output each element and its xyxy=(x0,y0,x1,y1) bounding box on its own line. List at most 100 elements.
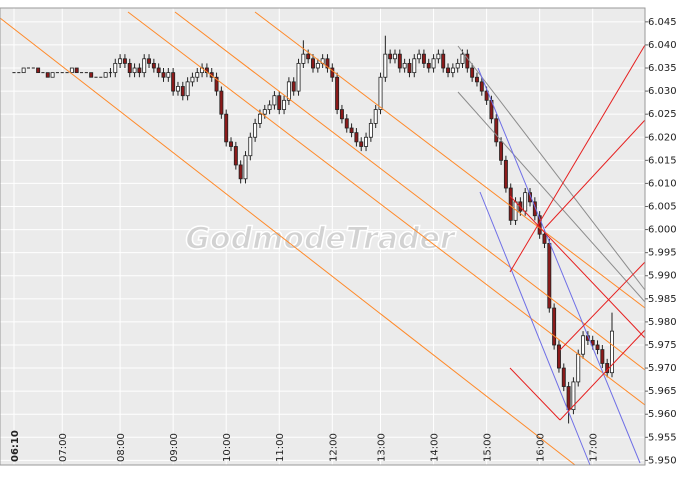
trend-line xyxy=(559,329,646,421)
candle-body xyxy=(354,132,359,143)
candle-body xyxy=(552,307,557,346)
candle-body xyxy=(475,76,479,83)
trend-line xyxy=(509,195,646,339)
y-tick-label: 5.955 xyxy=(648,432,677,443)
candle-body xyxy=(494,118,499,143)
candle-body xyxy=(233,146,238,166)
candle-body xyxy=(446,67,450,74)
candle-body xyxy=(214,76,219,92)
watermark: GodmodeTrader xyxy=(185,222,456,257)
candle-body xyxy=(69,67,74,74)
candle-body xyxy=(465,53,470,69)
candle-body xyxy=(373,109,378,124)
candle-body xyxy=(195,72,200,78)
y-tick-label: 6.035 xyxy=(648,63,677,74)
candle-body xyxy=(315,62,320,69)
candle-body xyxy=(397,53,402,69)
candle-body xyxy=(248,136,253,157)
candle-body xyxy=(243,155,248,180)
candle-body xyxy=(166,72,171,78)
candle-body xyxy=(455,62,460,69)
candle-body xyxy=(441,53,446,69)
y-tick-label: 5.970 xyxy=(648,363,677,374)
y-tick-label: 5.960 xyxy=(648,409,677,420)
candle-body xyxy=(151,62,156,69)
candle-body xyxy=(257,113,262,124)
candle-body xyxy=(566,386,571,411)
candle-body xyxy=(556,344,561,369)
y-tick-label: 6.025 xyxy=(648,109,677,120)
x-tick-label: 07:00 xyxy=(58,433,69,462)
y-tick-label: 5.995 xyxy=(648,248,677,259)
candle-body xyxy=(282,99,287,110)
trend-line xyxy=(477,67,641,464)
candle-body xyxy=(161,72,166,78)
y-tick-label: 6.010 xyxy=(648,178,677,189)
trend-line xyxy=(559,261,646,351)
candle-body xyxy=(253,123,258,138)
plot-border xyxy=(0,7,646,466)
y-tick-label: 6.015 xyxy=(648,155,677,166)
candle-body xyxy=(421,53,426,64)
candle-body xyxy=(532,201,537,217)
candle-body xyxy=(595,344,600,350)
candle-body xyxy=(547,243,552,309)
candle-body xyxy=(74,67,79,74)
candle-body xyxy=(484,90,489,101)
candle-body xyxy=(171,72,176,92)
candle-body xyxy=(180,86,185,97)
trend-line xyxy=(509,44,646,273)
candle-body xyxy=(561,367,566,387)
candle-body xyxy=(291,81,296,92)
candle-body xyxy=(36,67,41,74)
candle-body xyxy=(450,67,455,74)
candle-body xyxy=(388,53,393,60)
candle-body xyxy=(581,335,586,355)
candle-body xyxy=(610,330,614,374)
candle-body xyxy=(330,67,335,78)
y-tick-label: 5.975 xyxy=(648,340,677,351)
candle-body xyxy=(272,95,277,106)
candle-body xyxy=(267,104,272,110)
y-tick-label: 5.980 xyxy=(648,317,677,328)
candle-body xyxy=(224,113,229,143)
candle-body xyxy=(156,67,161,74)
candle-body xyxy=(393,53,397,60)
candle-body xyxy=(311,58,315,69)
trend-line xyxy=(544,119,646,229)
x-tick-label: 14:00 xyxy=(430,433,441,462)
plot-area xyxy=(0,8,645,465)
y-tick-label: 5.965 xyxy=(648,386,677,397)
candle-body xyxy=(103,72,108,78)
candle-body xyxy=(542,233,547,244)
candle-body xyxy=(190,76,195,83)
candle-body xyxy=(122,58,127,64)
candle-body xyxy=(50,72,55,78)
candle-body xyxy=(296,62,301,92)
x-tick-label: 09:00 xyxy=(169,433,180,462)
candle-body xyxy=(147,58,151,64)
candle-body xyxy=(600,349,605,364)
x-tick-label: 13:00 xyxy=(377,433,388,462)
trend-line xyxy=(127,11,646,406)
candle-body xyxy=(277,95,282,110)
x-tick-label: 15:00 xyxy=(483,433,494,462)
candle-body xyxy=(508,187,513,221)
candle-body xyxy=(137,67,142,74)
trend-line xyxy=(174,11,646,371)
candle-body xyxy=(368,123,373,138)
candle-body xyxy=(576,353,581,383)
x-tick-label: 17:00 xyxy=(589,433,600,462)
candle-body xyxy=(301,53,306,64)
candle-body xyxy=(426,62,431,69)
candle-body xyxy=(460,53,465,64)
candle-body xyxy=(127,62,132,74)
candle-body xyxy=(364,136,369,147)
candle-body xyxy=(359,141,364,147)
candle-body xyxy=(436,53,441,60)
x-tick-label: 08:00 xyxy=(116,433,127,462)
trend-line xyxy=(509,367,561,421)
candle-body xyxy=(118,58,123,64)
x-tick-label: 06:10 xyxy=(10,430,21,462)
